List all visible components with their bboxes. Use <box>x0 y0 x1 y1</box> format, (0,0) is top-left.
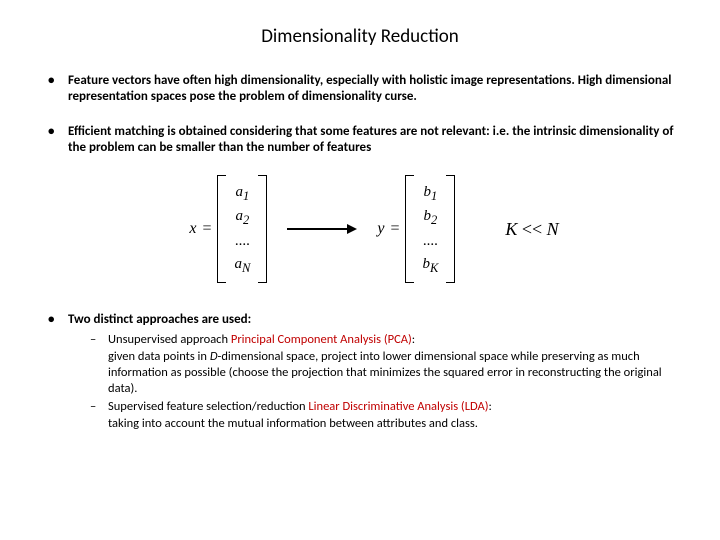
sub-item-2: Supervised feature selection/reduction L… <box>90 399 680 432</box>
bullet-1: Feature vectors have often high dimensio… <box>40 73 680 106</box>
y-label: y <box>377 219 384 239</box>
lda-label: Linear Discriminative Analysis (LDA) <box>308 399 488 414</box>
slide: Dimensionality Reduction Feature vectors… <box>0 0 720 540</box>
bullet-list: Feature vectors have often high dimensio… <box>40 73 680 432</box>
bullet-2: Efficient matching is obtained consideri… <box>40 124 680 295</box>
eq-sign-x: = <box>202 219 211 239</box>
bullet-3: Two distinct approaches are used: Unsupe… <box>40 312 680 432</box>
relation: K << N <box>505 218 558 241</box>
arrow-icon <box>287 224 357 234</box>
eq-sign-y: = <box>390 219 399 239</box>
equation-row: x = a1 a2 .... aN <box>68 164 680 294</box>
vector-x: x = a1 a2 .... aN <box>189 175 267 284</box>
vector-y: y = b1 b2 .... bK <box>377 175 455 284</box>
sub-item-1: Unsupervised approach Principal Componen… <box>90 332 680 397</box>
x-label: x <box>189 219 196 239</box>
x-bracket: a1 a2 .... aN <box>217 175 267 284</box>
sub-list: Unsupervised approach Principal Componen… <box>90 332 680 432</box>
pca-label: Principal Component Analysis (PCA) <box>231 332 412 347</box>
y-bracket: b1 b2 .... bK <box>405 175 455 284</box>
slide-title: Dimensionality Reduction <box>40 25 680 48</box>
bullet-2-text: Efficient matching is obtained consideri… <box>68 124 673 155</box>
bullet-3-text: Two distinct approaches are used: <box>68 312 251 327</box>
